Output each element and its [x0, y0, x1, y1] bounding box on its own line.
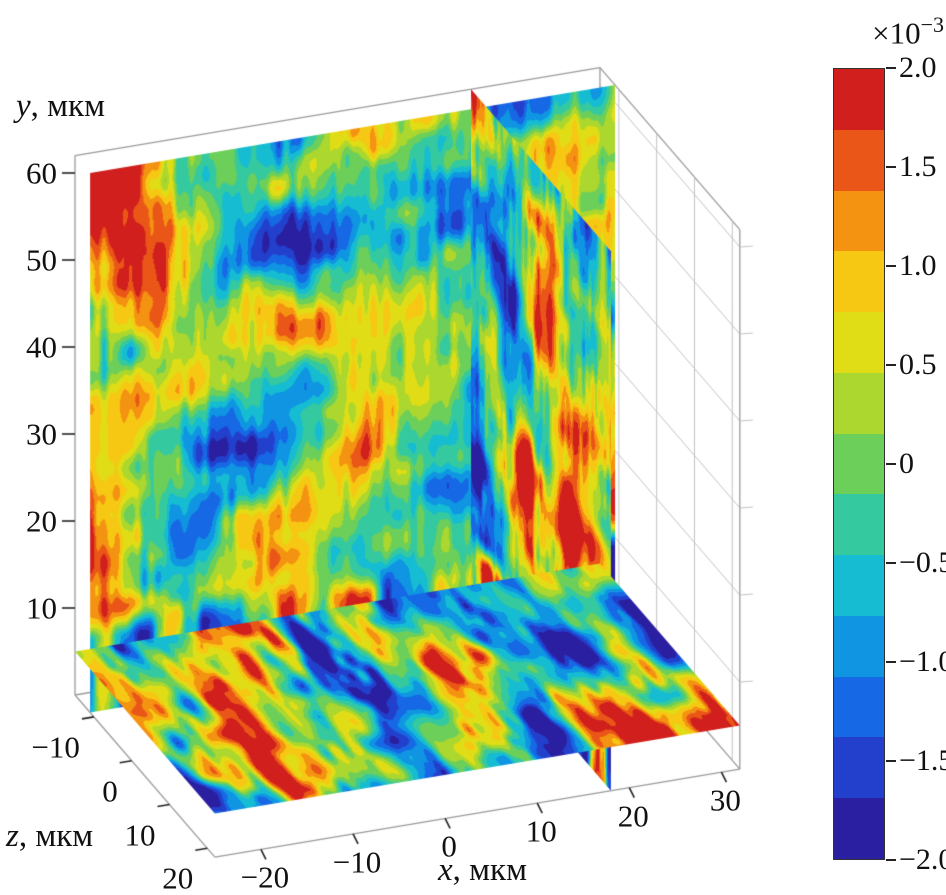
x-tick-label: −20 [240, 859, 290, 895]
colorbar-band [834, 190, 884, 252]
colorbar [833, 68, 885, 860]
y-tick-label: 20 [26, 503, 57, 539]
y-axis-label: y, мкм [16, 88, 105, 125]
colorbar-band [834, 737, 884, 799]
z-tick-label: 0 [102, 773, 118, 809]
colorbar-tick-label: 1.0 [899, 249, 937, 282]
colorbar-band [834, 372, 884, 434]
y-tick-label: 60 [26, 155, 57, 191]
colorbar-tick-label: −1.0 [899, 645, 946, 678]
x-tick-label: 10 [525, 813, 557, 849]
colorbar-tick-label: 0 [899, 447, 914, 480]
colorbar-band [834, 433, 884, 495]
z-tick-label: 20 [162, 860, 194, 895]
colorbar-tickmark [886, 859, 896, 861]
colorbar-tickmark [886, 166, 896, 168]
y-axis-variable: y [16, 88, 31, 124]
colorbar-tickmark [886, 463, 896, 465]
y-tick-label: 50 [26, 242, 57, 278]
z-tick-label: −10 [31, 729, 80, 765]
x-tick-label: 30 [709, 782, 741, 818]
colorbar-band [834, 798, 884, 859]
colorbar-multiplier-exponent: −3 [920, 12, 944, 37]
colorbar-band [834, 251, 884, 313]
colorbar-band [834, 312, 884, 373]
colorbar-tick-label: −2.0 [899, 843, 946, 876]
x-tick-label: 0 [441, 828, 457, 864]
colorbar-band [834, 494, 884, 556]
colorbar-tickmark [886, 67, 896, 69]
colorbar-tick-label: 1.5 [899, 150, 937, 183]
colorbar-tickmark [886, 562, 896, 564]
y-axis-unit: , мкм [30, 88, 105, 124]
colorbar-band [834, 69, 884, 130]
colorbar-tickmark [886, 265, 896, 267]
colorbar-band [834, 615, 884, 677]
x-axis-variable: x [438, 852, 453, 888]
z-axis-unit: , мкм [18, 818, 94, 854]
colorbar-tick-label: −0.5 [899, 546, 946, 579]
colorbar-multiplier: ×10−3 [806, 12, 944, 51]
colorbar-tickmark [886, 760, 896, 762]
z-axis-variable: z [6, 818, 19, 854]
colorbar-multiplier-base: ×10 [872, 15, 921, 51]
colorbar-tickmark [886, 661, 896, 663]
colorbar-band [834, 676, 884, 738]
colorbar-tick-label: −1.5 [899, 744, 946, 777]
y-tick-label: 10 [26, 590, 57, 626]
colorbar-band [834, 129, 884, 191]
x-axis-label: x, мкм [438, 852, 527, 889]
colorbar-tick-label: 2.0 [899, 51, 937, 84]
x-tick-label: 20 [617, 798, 649, 834]
colorbar-tickmark [886, 364, 896, 366]
x-axis-unit: , мкм [452, 852, 527, 888]
colorbar-tick-label: 0.5 [899, 348, 937, 381]
z-tick-label: 10 [124, 817, 156, 852]
colorbar-band [834, 555, 884, 616]
y-tick-label: 40 [26, 329, 57, 365]
z-axis-label: z, мкм [6, 818, 93, 855]
x-tick-label: −10 [332, 844, 382, 880]
y-tick-label: 30 [26, 416, 57, 452]
